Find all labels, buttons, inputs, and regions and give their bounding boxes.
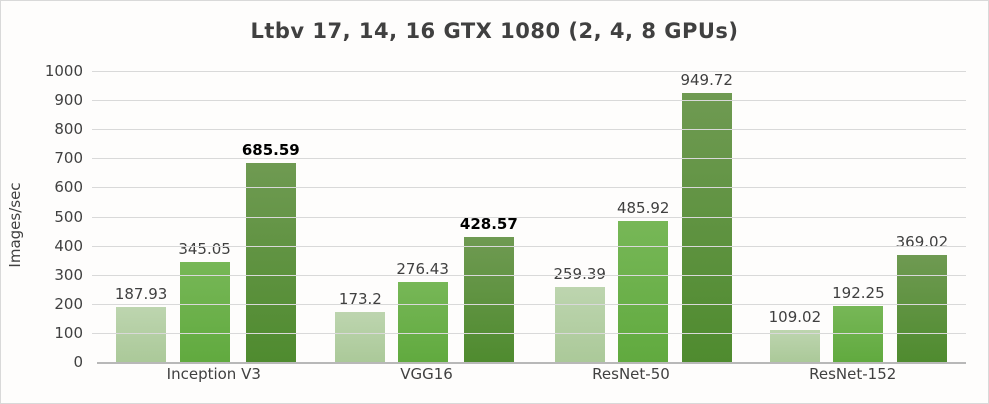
bar [769, 330, 820, 362]
x-category-label: VGG16 [400, 365, 453, 383]
y-tick-label: 800 [54, 120, 83, 139]
bar-wrap: 187.93 [114, 71, 168, 362]
bar-value-label: 428.57 [459, 215, 518, 234]
gridline [92, 245, 966, 247]
bar-wrap: 109.02 [768, 71, 822, 362]
bar [554, 286, 605, 362]
bar-wrap: 685.59 [242, 71, 300, 362]
plot-area: 187.93 345.05 685.59 173.2 276.43 428.57 259.3… [92, 71, 966, 364]
bar-wrap: 369.02 [895, 71, 949, 362]
gridline [92, 274, 966, 276]
bar-wrap: 428.57 [460, 71, 518, 362]
bar-wrap: 192.25 [832, 71, 885, 362]
x-category-label: Inception V3 [166, 365, 261, 383]
bar-group: 173.2 276.43 428.57 [335, 71, 518, 362]
bar-wrap: 485.92 [616, 71, 670, 362]
bar [179, 261, 230, 362]
chart-title: Ltbv 17, 14, 16 GTX 1080 (2, 4, 8 GPUs) [250, 19, 739, 43]
gridline [92, 158, 966, 160]
bar [463, 237, 514, 362]
bar-group: 109.02 192.25 369.02 [768, 71, 949, 362]
y-tick-label: 600 [54, 178, 83, 197]
bar-wrap: 276.43 [396, 71, 449, 362]
gridline [92, 129, 966, 131]
bar [896, 254, 947, 362]
y-tick-label: 500 [54, 207, 83, 226]
gridline [92, 71, 966, 72]
bar-wrap: 949.72 [680, 71, 733, 362]
x-category-label: ResNet-152 [809, 365, 897, 383]
bar-group: 187.93 345.05 685.59 [115, 71, 300, 362]
bar-value-label: 259.39 [553, 264, 606, 283]
bar [397, 281, 448, 362]
bar-value-label: 187.93 [114, 285, 168, 304]
bar-value-label: 173.2 [338, 289, 382, 308]
gridline [92, 303, 966, 305]
y-tick-label: 1000 [44, 62, 83, 80]
bar [245, 162, 296, 362]
gridline [92, 100, 966, 102]
x-category-label: ResNet-50 [592, 365, 670, 383]
bar [681, 93, 732, 362]
bar-wrap: 173.2 [335, 71, 386, 362]
bar [116, 307, 167, 362]
bar-groups-row: 187.93 345.05 685.59 173.2 276.43 428.57 259.3… [97, 71, 966, 362]
bar-value-label: 485.92 [616, 198, 670, 217]
y-tick-label: 200 [54, 294, 83, 313]
y-tick-label: 400 [54, 236, 83, 255]
x-axis-labels: Inception V3 VGG16 ResNet-50 ResNet-152 [97, 365, 966, 383]
gridline [92, 332, 966, 334]
gridline [92, 187, 966, 189]
bar [335, 311, 386, 362]
bar [833, 306, 884, 362]
y-tick-label: 900 [54, 91, 83, 110]
bar-value-label: 685.59 [241, 140, 300, 159]
y-axis-title: Images/sec [6, 182, 24, 268]
bar-value-label: 192.25 [832, 284, 885, 303]
gridline [92, 216, 966, 218]
bar-value-label: 345.05 [178, 239, 231, 258]
bar-wrap: 345.05 [178, 71, 231, 362]
y-tick-label: 700 [54, 149, 83, 168]
bar [618, 220, 669, 362]
y-tick-label: 0 [73, 353, 83, 371]
y-tick-label: 100 [54, 323, 83, 342]
bar-value-label: 109.02 [768, 308, 822, 327]
bar-group: 259.39 485.92 949.72 [553, 71, 733, 362]
bar-value-label: 949.72 [680, 71, 733, 89]
bar-value-label: 369.02 [895, 232, 949, 251]
y-tick-label: 300 [54, 265, 83, 284]
bar-value-label: 276.43 [396, 259, 449, 278]
bar-wrap: 259.39 [553, 71, 606, 362]
